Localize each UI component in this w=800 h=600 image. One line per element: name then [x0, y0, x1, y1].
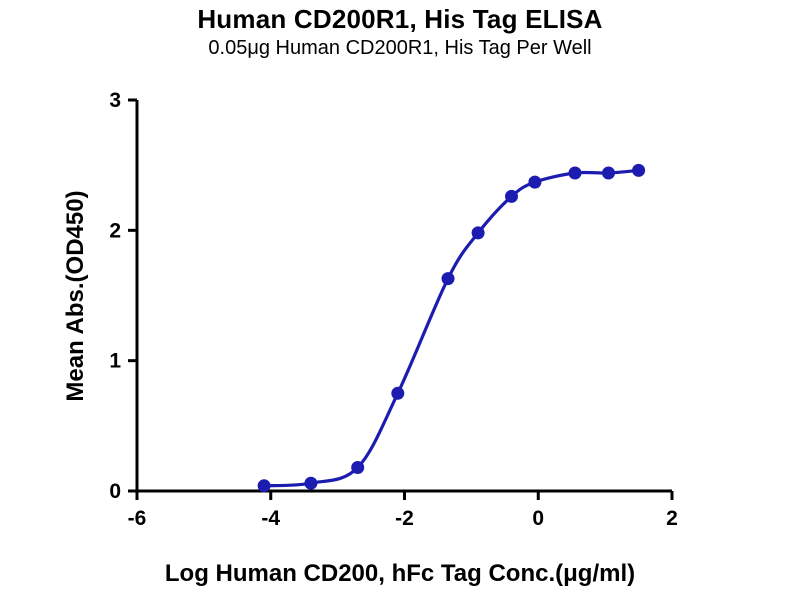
x-tick-label: -4	[261, 507, 280, 530]
y-tick-label: 3	[109, 89, 121, 112]
data-point	[441, 272, 455, 286]
data-point	[528, 175, 542, 189]
x-tick-label: -6	[128, 507, 147, 530]
x-tick-label: 0	[532, 507, 544, 530]
x-axis-label: Log Human CD200, hFc Tag Conc.(μg/ml)	[164, 560, 636, 587]
data-point	[602, 166, 615, 180]
chart-title: Human CD200R1, His Tag ELISA	[197, 4, 603, 34]
fit-curve	[262, 168, 641, 488]
data-point	[505, 189, 518, 203]
y-axis-label: Mean Abs.(OD450)	[62, 190, 89, 402]
data-point	[304, 476, 318, 490]
data-point	[471, 226, 485, 240]
data-point	[632, 163, 646, 177]
y-tick-label: 0	[109, 480, 121, 503]
data-point	[257, 479, 271, 493]
x-tick-label: 2	[666, 507, 678, 530]
x-tick-label: -2	[395, 507, 414, 530]
data-point	[351, 461, 365, 474]
axes-frame	[135, 100, 672, 493]
data-point	[391, 386, 405, 400]
data-point	[568, 166, 582, 180]
y-tick-label: 2	[109, 219, 121, 242]
chart-subtitle: 0.05μg Human CD200R1, His Tag Per Well	[208, 37, 592, 59]
y-tick-label: 1	[109, 350, 121, 373]
